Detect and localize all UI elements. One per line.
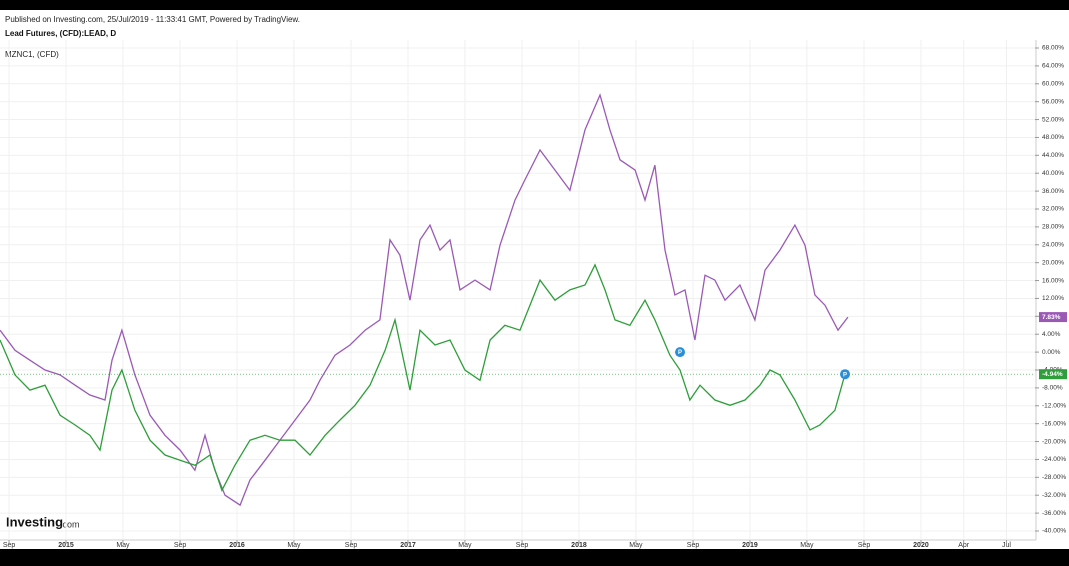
y-tick-label: 52.00% <box>1042 116 1064 123</box>
x-tick-label: May <box>116 542 130 549</box>
x-tick-label: 2020 <box>913 542 929 549</box>
x-tick-label: Sep <box>3 542 16 549</box>
y-tick-label: 36.00% <box>1042 188 1064 195</box>
x-tick-label: Sep <box>858 542 871 549</box>
y-tick-label: 64.00% <box>1042 63 1064 70</box>
y-tick-label: -12.00% <box>1042 402 1066 409</box>
y-tick-label: 16.00% <box>1042 277 1064 284</box>
chart-background <box>0 10 1069 549</box>
y-tick-label: 56.00% <box>1042 98 1064 105</box>
last-value-label: -4.94% <box>1042 371 1063 378</box>
last-value-badge <box>1039 369 1067 380</box>
x-tick-label: Apr <box>958 542 970 549</box>
y-tick-label: 60.00% <box>1042 80 1064 87</box>
compare-title: MZNC1, (CFD) <box>5 50 59 59</box>
y-tick-label: -8.00% <box>1042 385 1063 392</box>
x-tick-label: 2018 <box>571 542 587 549</box>
published-note: Published on Investing.com, 25/Jul/2019 … <box>5 15 300 24</box>
y-tick-label: -36.00% <box>1042 510 1066 517</box>
y-tick-label: 4.00% <box>1042 331 1061 338</box>
x-tick-label: 2019 <box>742 542 758 549</box>
y-tick-label: 12.00% <box>1042 295 1064 302</box>
y-tick-label: 44.00% <box>1042 152 1064 159</box>
series-line <box>0 263 846 492</box>
annotation-label: P <box>843 372 847 378</box>
x-tick-label: May <box>458 542 472 549</box>
x-tick-label: Sep <box>687 542 700 549</box>
annotation-marker <box>675 347 686 358</box>
y-tick-label: 48.00% <box>1042 134 1064 141</box>
annotation-label: P <box>678 350 682 356</box>
y-tick-label: -24.00% <box>1042 456 1066 463</box>
x-tick-label: Sep <box>345 542 358 549</box>
y-tick-label: -16.00% <box>1042 420 1066 427</box>
y-tick-label: -32.00% <box>1042 492 1066 499</box>
x-tick-label: 2015 <box>58 542 74 549</box>
last-value-badge <box>1039 312 1067 323</box>
logo: Investing <box>6 514 63 529</box>
y-tick-label: -28.00% <box>1042 474 1066 481</box>
x-tick-label: Sep <box>174 542 187 549</box>
y-tick-label: 24.00% <box>1042 241 1064 248</box>
y-tick-label: -20.00% <box>1042 438 1066 445</box>
y-tick-label: 68.00% <box>1042 45 1064 52</box>
x-tick-label: May <box>287 542 301 549</box>
y-tick-label: 0.00% <box>1042 349 1061 356</box>
x-tick-label: 2017 <box>400 542 416 549</box>
instrument-title: Lead Futures, (CFD):LEAD, D <box>5 29 116 38</box>
x-tick-label: 2016 <box>229 542 245 549</box>
x-tick-label: May <box>800 542 814 549</box>
x-tick-label: Sep <box>516 542 529 549</box>
series-line <box>0 93 849 507</box>
x-tick-label: Jul <box>1002 542 1011 549</box>
y-tick-label: 40.00% <box>1042 170 1064 177</box>
y-tick-label: -40.00% <box>1042 528 1066 535</box>
logo-suffix: .com <box>60 519 80 529</box>
y-tick-label: 28.00% <box>1042 224 1064 231</box>
y-tick-label: 32.00% <box>1042 206 1064 213</box>
last-value-label: 7.83% <box>1042 314 1061 321</box>
y-tick-label: 20.00% <box>1042 259 1064 266</box>
x-tick-label: May <box>629 542 643 549</box>
annotation-marker <box>840 369 851 380</box>
